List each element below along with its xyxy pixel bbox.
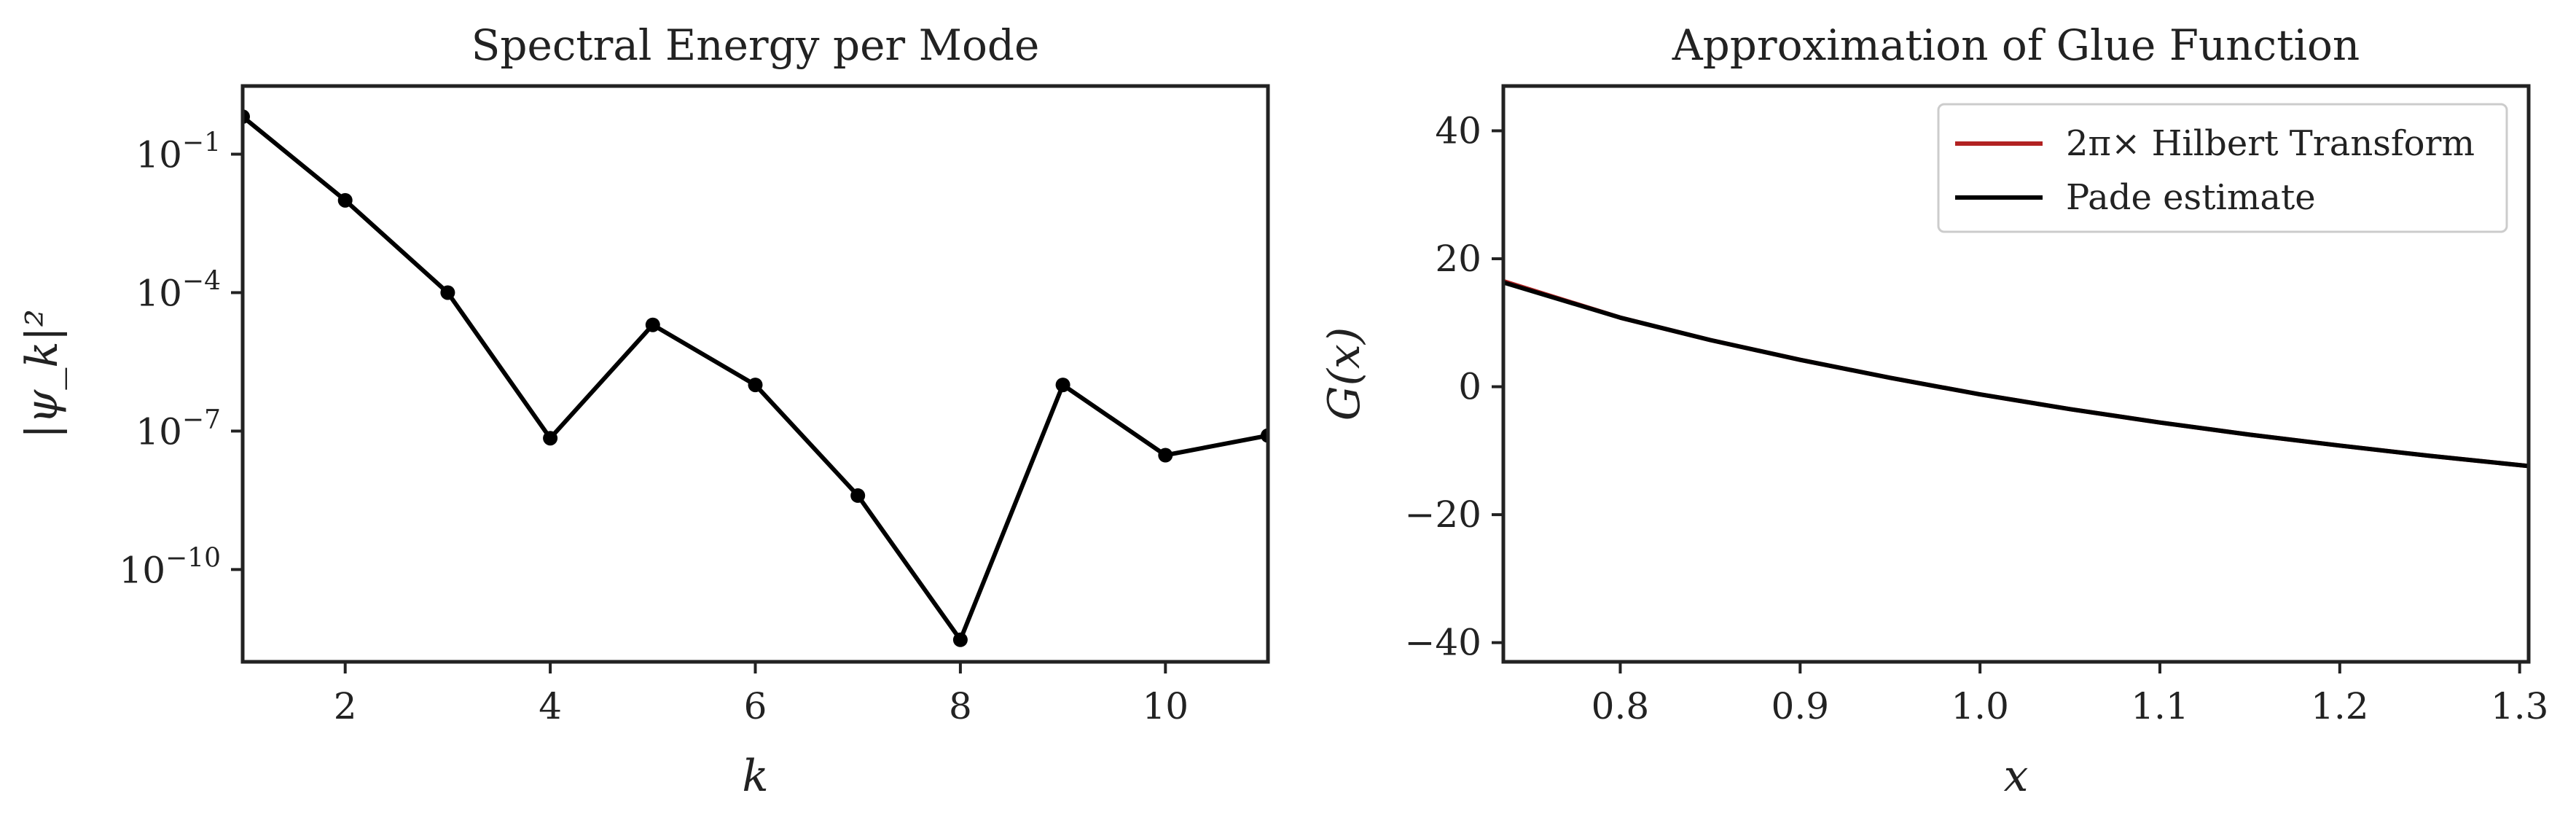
data-point [1158, 448, 1173, 463]
y-tick-label: 0 [1458, 366, 1481, 408]
series-line-1 [1503, 278, 2529, 469]
x-axis-label: x [2004, 751, 2029, 802]
x-tick-label: 1.3 [2491, 685, 2549, 727]
data-point [952, 632, 968, 647]
data-point [440, 285, 455, 300]
y-tick-base: 10 [136, 272, 182, 314]
y-tick-base: 10 [119, 549, 165, 591]
legend: 2π× Hilbert Transform Pade estimate [1937, 103, 2508, 233]
y-tick-label: 20 [1435, 238, 1481, 280]
y-tick-label: 10−1 [136, 128, 221, 176]
series-line-2 [1503, 280, 2529, 469]
chart-title: Approximation of Glue Function [1672, 20, 2360, 70]
chart-2: Approximation of Glue Function 0.8 0.9 1.0 1… [1319, 20, 2548, 802]
x-tick-label: 0.9 [1772, 685, 1830, 727]
chart-title: Spectral Energy per Mode [471, 20, 1040, 70]
legend-label: 2π× Hilbert Transform [2066, 123, 2475, 164]
x-tick-label: 2 [334, 685, 357, 727]
y-tick-label: 40 [1435, 109, 1481, 152]
y-tick-exponent: −10 [165, 543, 221, 573]
y-tick-label: −20 [1404, 493, 1481, 536]
y-tick-exponent: −1 [182, 128, 221, 158]
data-point [337, 192, 353, 208]
x-tick-label: 1.2 [2311, 685, 2369, 727]
legend-box [1937, 103, 2508, 233]
axes-frame [240, 84, 1270, 664]
y-tick-label: 10−10 [119, 543, 221, 591]
plot-area [1503, 278, 2529, 469]
x-tick-label: 8 [949, 685, 972, 727]
y-tick-exponent: −7 [182, 405, 221, 434]
x-axis-label: k [742, 751, 768, 802]
x-tick-label: 6 [744, 685, 767, 727]
data-point [645, 317, 660, 332]
x-tick-label: 0.8 [1592, 685, 1650, 727]
y-tick-exponent: −4 [182, 266, 221, 296]
plot-area [243, 109, 1268, 647]
axes-frame [1501, 84, 2531, 664]
data-point [543, 431, 558, 446]
x-tick-label: 10 [1142, 685, 1189, 727]
x-tick-label: 1.0 [1951, 685, 2009, 727]
x-tick-label: 1.1 [2131, 685, 2189, 727]
y-axis-label: |ψ_k|² [17, 309, 68, 439]
y-tick-label: 10−4 [136, 266, 221, 314]
y-tick-label: −40 [1404, 622, 1481, 664]
y-tick-label: 10−7 [136, 405, 221, 453]
y-tick-base: 10 [136, 410, 182, 453]
data-point [748, 378, 763, 393]
y-tick-base: 10 [136, 134, 182, 176]
x-tick-label: 4 [539, 685, 562, 727]
legend-label: Pade estimate [2066, 177, 2316, 218]
data-point [850, 488, 866, 503]
y-axis-label: G(x) [1319, 327, 1370, 421]
data-point [1055, 378, 1070, 393]
